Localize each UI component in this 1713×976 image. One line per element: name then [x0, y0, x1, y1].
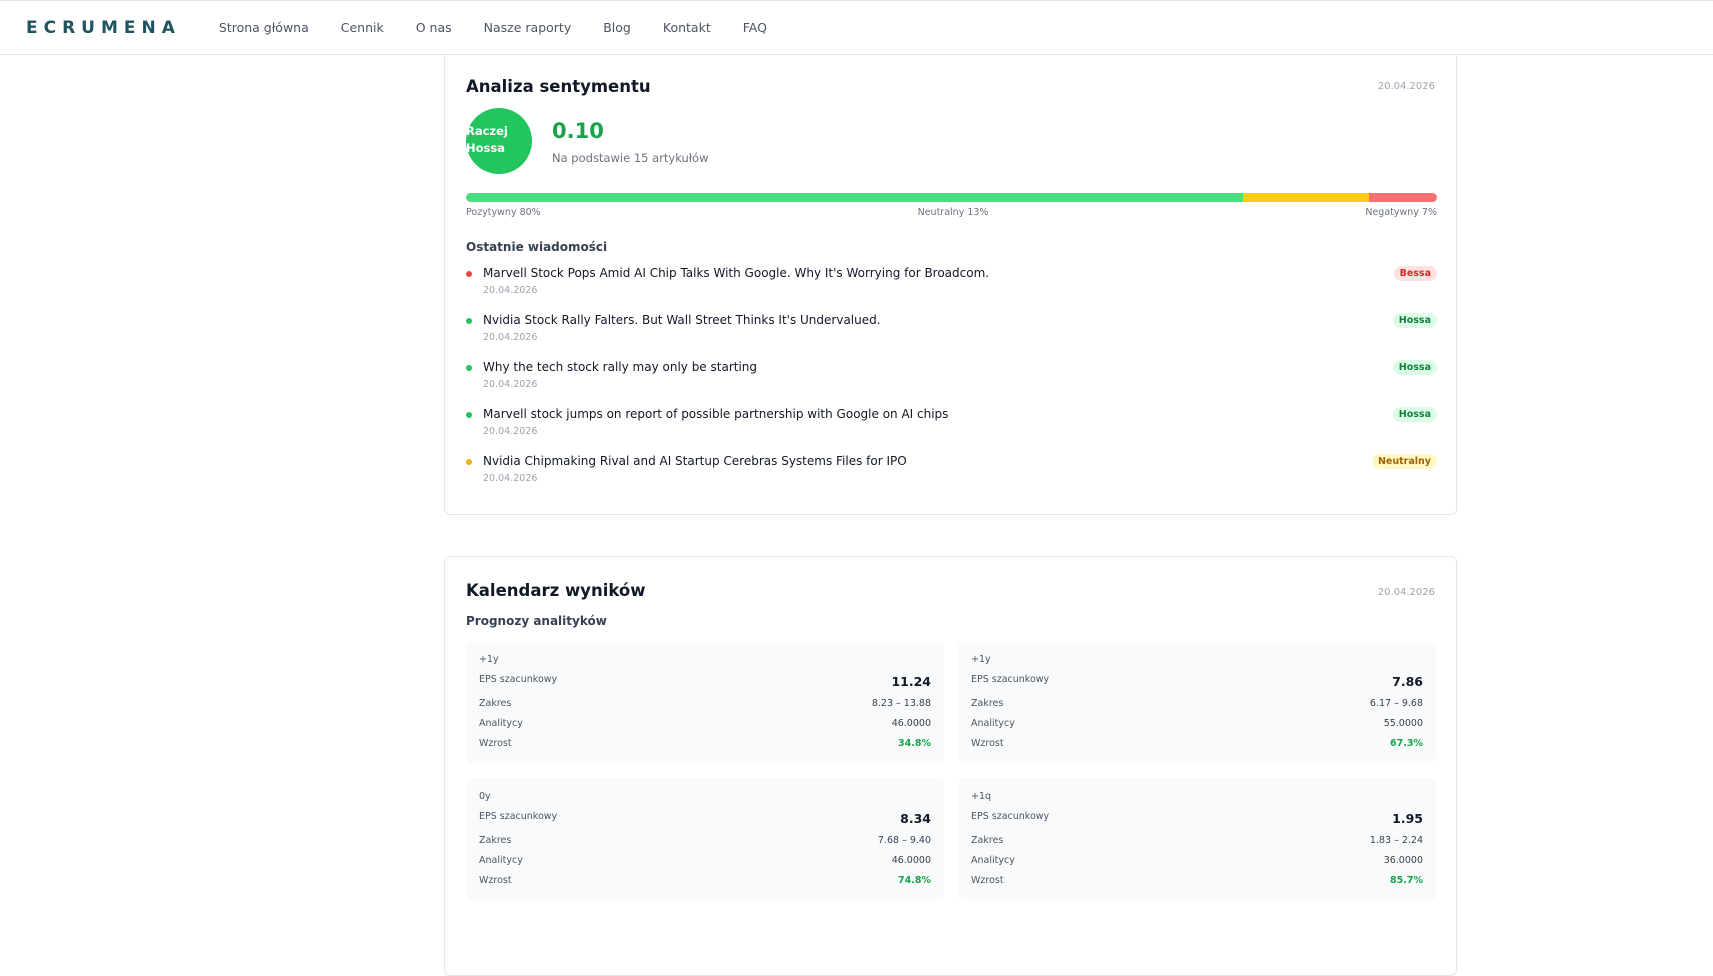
news-item[interactable]: Nvidia Chipmaking Rival and AI Startup C…	[466, 454, 1437, 494]
period: +1y	[971, 654, 991, 665]
row-label: Wzrost	[479, 738, 512, 749]
segment-label: Neutralny 13%	[917, 207, 989, 218]
row-value: 1.83 – 2.24	[1369, 835, 1423, 846]
brand[interactable]: ECRUMENA	[26, 17, 181, 38]
row-value: 36.0000	[1383, 855, 1423, 866]
eps-label: EPS szacunkowy	[479, 674, 558, 685]
news-title[interactable]: Nvidia Stock Rally Falters. But Wall Str…	[483, 313, 881, 327]
row-label: Zakres	[479, 698, 512, 709]
row-label: Analitycy	[479, 718, 523, 729]
row-value: 46.0000	[891, 855, 931, 866]
news-date: 20.04.2026	[483, 332, 538, 343]
navbar: ECRUMENA Strona główna Cennik O nas Nasze r…	[0, 0, 1713, 55]
sentiment-card: Analiza sentymentu 20.04.2026 Raczej Hos…	[444, 50, 1457, 515]
news-title[interactable]: Why the tech stock rally may only be sta…	[483, 360, 758, 374]
card-date: 20.04.2026	[1377, 81, 1435, 92]
row-value: 85.7%	[1390, 875, 1423, 886]
news-item[interactable]: Marvell Stock Pops Amid AI Chip Talks Wi…	[466, 266, 1437, 306]
news-item[interactable]: Why the tech stock rally may only be sta…	[466, 360, 1437, 400]
news-title[interactable]: Marvell stock jumps on report of possibl…	[483, 407, 949, 421]
news-tag: Neutralny	[1371, 454, 1437, 469]
nav-link[interactable]: Nasze raporty	[483, 20, 572, 35]
row-label: Zakres	[971, 835, 1004, 846]
period: +1q	[971, 791, 992, 802]
calendar-card: Kalendarz wyników 20.04.2026 Prognozy an…	[444, 556, 1457, 976]
eps-label: EPS szacunkowy	[971, 811, 1050, 822]
news-tag: Hossa	[1392, 407, 1437, 422]
row-value: 6.17 – 9.68	[1369, 698, 1423, 709]
eps-value: 1.95	[1392, 811, 1423, 826]
period: +1y	[479, 654, 499, 665]
news-title[interactable]: Nvidia Chipmaking Rival and AI Startup C…	[483, 454, 907, 468]
row-value: 67.3%	[1390, 738, 1423, 749]
row-value: 46.0000	[891, 718, 931, 729]
nav-link[interactable]: O nas	[415, 20, 452, 35]
nav-link[interactable]: FAQ	[742, 20, 767, 35]
row-label: Analitycy	[479, 855, 523, 866]
news-dot	[466, 412, 472, 418]
news-title[interactable]: Marvell Stock Pops Amid AI Chip Talks Wi…	[483, 266, 990, 280]
row-label: Analitycy	[971, 855, 1015, 866]
card-date: 20.04.2026	[1377, 587, 1435, 598]
news-item[interactable]: Marvell stock jumps on report of possibl…	[466, 407, 1437, 447]
news-item[interactable]: Nvidia Stock Rally Falters. But Wall Str…	[466, 313, 1437, 353]
row-label: Zakres	[971, 698, 1004, 709]
news-date: 20.04.2026	[483, 285, 538, 296]
eps-label: EPS szacunkowy	[479, 811, 558, 822]
nav-link[interactable]: Cennik	[340, 20, 384, 35]
news-dot	[466, 459, 472, 465]
eps-label: EPS szacunkowy	[971, 674, 1050, 685]
row-value: 34.8%	[898, 738, 931, 749]
row-value: 55.0000	[1383, 718, 1423, 729]
sentiment-bar	[466, 193, 1437, 202]
bar-segment	[1242, 193, 1370, 202]
news-dot	[466, 365, 472, 371]
news-date: 20.04.2026	[483, 426, 538, 437]
eps-value: 7.86	[1392, 674, 1423, 689]
news-dot	[466, 271, 472, 277]
news-tag: Bessa	[1393, 266, 1437, 281]
estimate-card: +1y EPS szacunkowy 11.24 Zakres 8.23 – 13.88…	[466, 641, 944, 763]
row-value: 8.23 – 13.88	[871, 698, 931, 709]
bar-segment	[466, 193, 1243, 202]
estimate-card: 0y EPS szacunkowy 8.34 Zakres 7.68 – 9.40 Ana…	[466, 778, 944, 900]
sentiment-legend: Pozytywny 80% Neutralny 13% Negatywny 7%	[466, 207, 1437, 218]
card-title: Analiza sentymentu	[466, 77, 651, 96]
nav-link[interactable]: Strona główna	[218, 20, 309, 35]
estimate-card: +1y EPS szacunkowy 7.86 Zakres 6.17 – 9.68 An…	[958, 641, 1436, 763]
row-label: Wzrost	[971, 738, 1004, 749]
nav-link[interactable]: Kontakt	[662, 20, 711, 35]
sentiment-score: 0.10	[552, 119, 604, 143]
news-tag: Hossa	[1392, 313, 1437, 328]
calendar-subtitle: Prognozy analityków	[466, 614, 607, 628]
row-value: 7.68 – 9.40	[877, 835, 931, 846]
news-date: 20.04.2026	[483, 473, 538, 484]
eps-value: 8.34	[900, 811, 931, 826]
bar-segment	[1369, 193, 1437, 202]
row-label: Analitycy	[971, 718, 1015, 729]
row-label: Zakres	[479, 835, 512, 846]
period: 0y	[479, 791, 491, 802]
sentiment-badge: Raczej Hossa	[466, 108, 532, 174]
news-dot	[466, 318, 472, 324]
nav-link[interactable]: Blog	[603, 20, 631, 35]
news-tag: Hossa	[1392, 360, 1437, 375]
eps-value: 11.24	[891, 674, 931, 689]
segment-label: Pozytywny 80%	[466, 207, 541, 218]
row-value: 74.8%	[898, 875, 931, 886]
row-label: Wzrost	[971, 875, 1004, 886]
segment-label: Negatywny 7%	[1365, 207, 1437, 218]
sentiment-basis: Na podstawie 15 artykułów	[552, 151, 709, 165]
row-label: Wzrost	[479, 875, 512, 886]
news-heading: Ostatnie wiadomości	[466, 240, 608, 254]
estimate-card: +1q EPS szacunkowy 1.95 Zakres 1.83 – 2.24 An…	[958, 778, 1436, 900]
card-title: Kalendarz wyników	[466, 581, 646, 600]
news-date: 20.04.2026	[483, 379, 538, 390]
